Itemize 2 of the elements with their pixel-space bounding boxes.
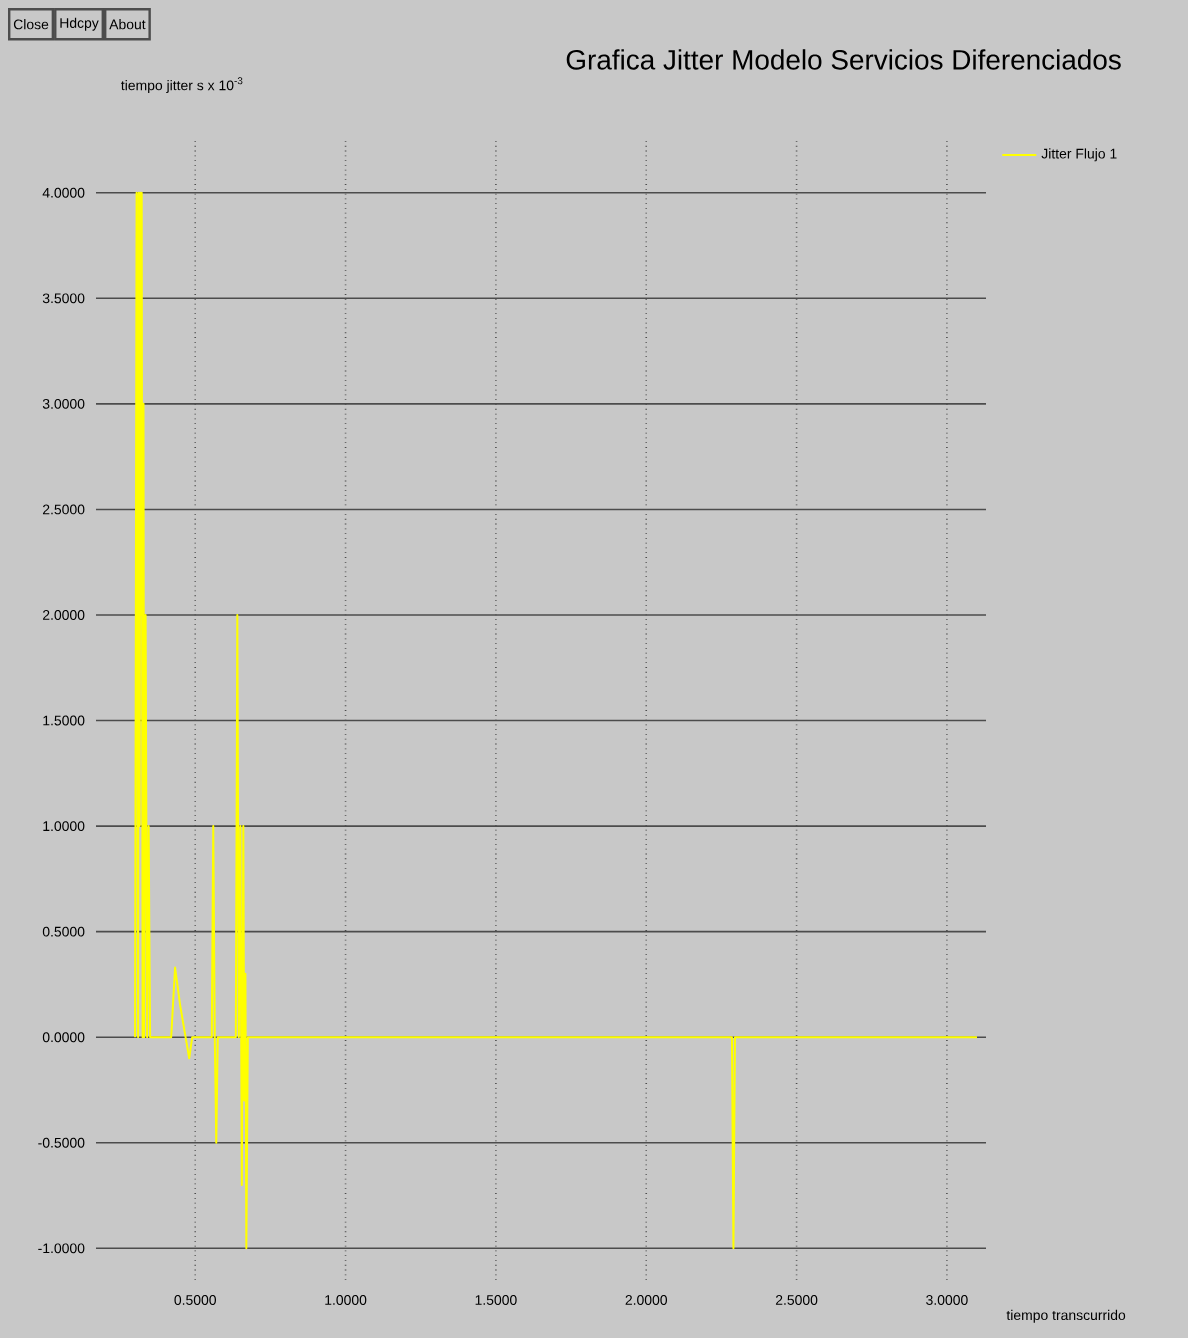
chart-title: Grafica Jitter Modelo Servicios Diferenciados bbox=[566, 49, 1121, 70]
line-series bbox=[134, 191, 978, 1250]
